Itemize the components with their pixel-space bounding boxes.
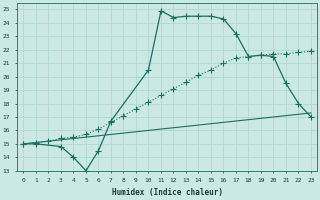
X-axis label: Humidex (Indice chaleur): Humidex (Indice chaleur) (112, 188, 223, 197)
